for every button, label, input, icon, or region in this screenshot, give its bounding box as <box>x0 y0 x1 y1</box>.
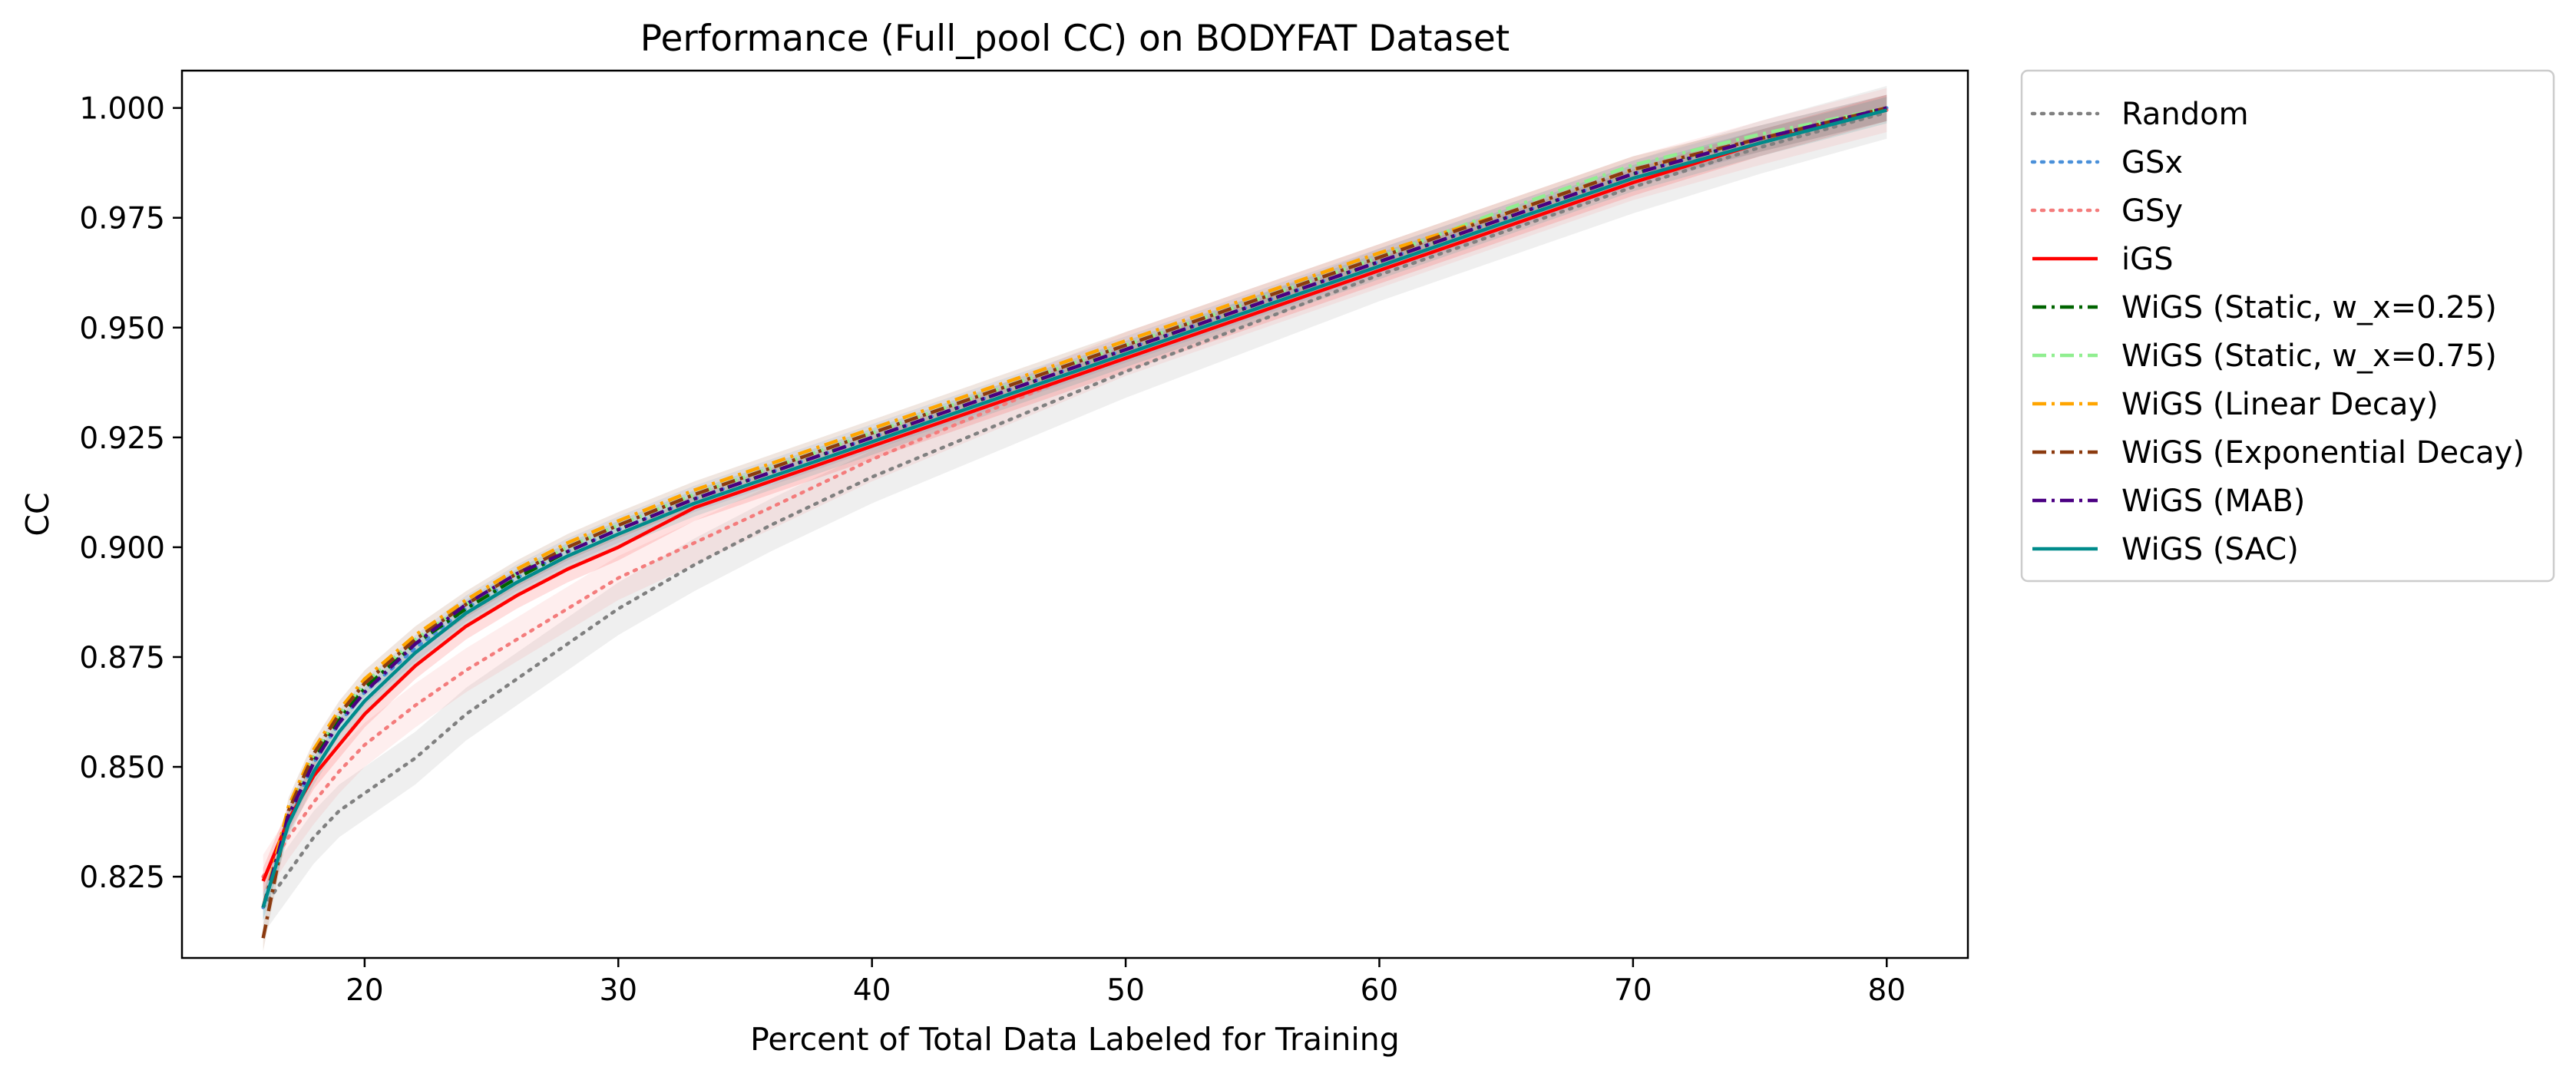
x-tick-label: 20 <box>346 973 384 1008</box>
legend-item-random: Random <box>2030 97 2249 132</box>
plot-area-frame <box>180 69 1969 959</box>
legend-item-wigs-linear-decay: WiGS (Linear Decay) <box>2032 387 2439 422</box>
legend: Random GSx GSy iGS WiGS (Static, w_x=0.25) Wi… <box>2020 69 2555 583</box>
legend-item-wigs-static-w-x-0-25: WiGS (Static, w_x=0.25) <box>2032 290 2497 325</box>
x-tick-label: 30 <box>599 973 637 1008</box>
legend-label: WiGS (Linear Decay) <box>2121 387 2439 422</box>
y-tick-label: 0.850 <box>79 751 165 785</box>
band-random <box>263 86 1887 934</box>
confidence-bands <box>263 86 1887 952</box>
legend-frame <box>2020 69 2555 583</box>
y-tick-label: 0.975 <box>79 202 165 236</box>
legend-label: GSx <box>2121 145 2183 180</box>
legend-label: WiGS (Exponential Decay) <box>2121 435 2525 471</box>
legend-item-gsx: GSx <box>2030 145 2183 180</box>
series-lines <box>261 106 1889 939</box>
y-tick-label: 0.900 <box>79 531 165 566</box>
legend-label: iGS <box>2121 242 2174 277</box>
x-tick-label: 80 <box>1867 973 1906 1008</box>
series-line-igs <box>261 106 1887 882</box>
legend-item-wigs-mab: WiGS (MAB) <box>2032 484 2305 519</box>
series-line-random <box>261 111 1889 910</box>
legend-item-wigs-sac: WiGS (SAC) <box>2032 532 2299 567</box>
x-tick-label: 70 <box>1614 973 1652 1008</box>
x-axis-ticks: 20 30 40 50 60 70 80 <box>346 958 1906 1008</box>
legend-label: WiGS (SAC) <box>2121 532 2299 567</box>
y-tick-label: 0.875 <box>79 641 165 675</box>
legend-label: GSy <box>2121 193 2183 229</box>
legend-label: Random <box>2121 97 2249 132</box>
legend-item-gsy: GSy <box>2030 193 2183 229</box>
y-tick-label: 0.825 <box>79 860 165 895</box>
legend-label: WiGS (Static, w_x=0.25) <box>2121 290 2497 325</box>
chart-title: Performance (Full_pool CC) on BODYFAT Da… <box>640 18 1510 60</box>
y-tick-label: 0.925 <box>79 421 165 456</box>
band-gsy <box>263 88 1887 899</box>
x-tick-label: 60 <box>1361 973 1399 1008</box>
x-tick-label: 40 <box>853 973 891 1008</box>
y-axis-label: CC <box>19 492 56 536</box>
y-axis-ticks: 0.825 0.850 0.875 0.900 0.925 0.950 0.975 1.000 <box>79 92 182 895</box>
x-axis-label: Percent of Total Data Labeled for Traini… <box>750 1021 1400 1058</box>
legend-label: WiGS (MAB) <box>2121 484 2305 519</box>
x-tick-label: 50 <box>1106 973 1145 1008</box>
legend-item-wigs-static-w-x-0-75: WiGS (Static, w_x=0.75) <box>2032 339 2497 374</box>
series-line-wigs-mab <box>261 106 1887 908</box>
series-line-wigs-exponential-decay <box>261 106 1887 939</box>
legend-item-igs: iGS <box>2032 242 2174 277</box>
series-line-wigs-sac <box>261 108 1887 908</box>
legend-label: WiGS (Static, w_x=0.75) <box>2121 339 2497 374</box>
legend-item-wigs-exponential-decay: WiGS (Exponential Decay) <box>2032 435 2525 471</box>
y-tick-label: 1.000 <box>79 92 165 127</box>
y-tick-label: 0.950 <box>79 312 165 346</box>
